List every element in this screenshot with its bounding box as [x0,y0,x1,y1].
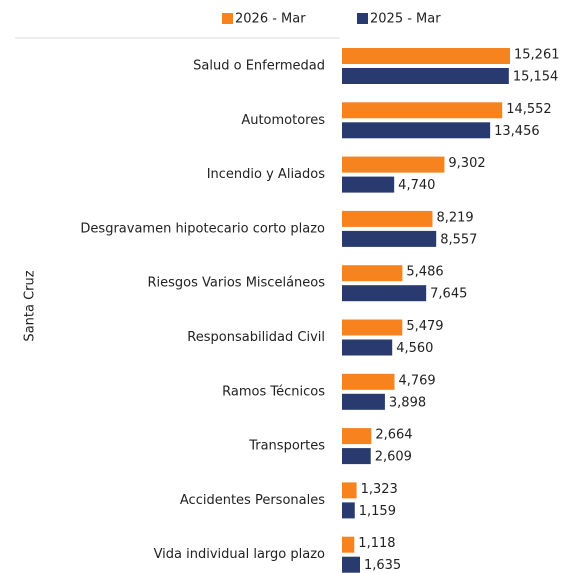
legend-swatch [357,13,368,24]
bar [342,536,355,553]
value-label: 8,557 [440,232,477,247]
bar [342,176,395,193]
category-label: Riesgos Varios Misceláneos [148,276,326,291]
value-label: 1,323 [361,482,398,497]
bar [342,556,360,573]
category-label: Accidentes Personales [180,493,325,508]
category-label: Salud o Enfermedad [193,59,325,74]
category-label: Vida individual largo plazo [154,547,325,562]
bar [342,156,445,173]
value-label: 14,552 [506,102,552,117]
value-label: 2,609 [375,450,412,465]
value-label: 1,159 [359,504,396,519]
bar [342,102,503,119]
value-label: 4,560 [396,341,433,356]
category-label: Ramos Técnicos [222,384,325,399]
category-label: Responsabilidad Civil [187,330,325,345]
value-label: 8,219 [436,210,473,225]
value-label: 1,118 [358,536,395,551]
value-label: 9,302 [448,156,485,171]
value-label: 15,261 [514,48,560,63]
category-label: Automotores [241,113,325,128]
value-label: 3,898 [389,395,426,410]
value-label: 13,456 [494,124,540,139]
bar [342,373,395,390]
value-label: 4,740 [398,178,435,193]
y-axis-label: Santa Cruz [23,270,38,341]
category-label: Incendio y Aliados [207,167,326,182]
value-label: 1,635 [364,558,401,573]
bar [342,428,372,445]
bar [342,265,403,282]
legend-label: 2025 - Mar [370,12,441,27]
bar [342,48,510,64]
category-label: Transportes [248,439,325,454]
legend-swatch [222,13,233,24]
value-label: 2,664 [375,428,412,443]
category-label: Desgravamen hipotecario corto plazo [80,221,325,236]
bar [342,122,491,139]
bar [342,339,393,356]
legend-label: 2026 - Mar [235,12,306,27]
bar [342,448,371,465]
bar [342,482,357,499]
bar [342,68,509,84]
bar [342,210,433,227]
value-label: 7,645 [430,287,467,302]
bar [342,319,403,336]
bar [342,285,427,302]
value-label: 5,486 [406,265,443,280]
value-label: 15,154 [513,70,559,85]
bar [342,230,437,247]
value-label: 5,479 [406,319,443,334]
bar [342,393,385,410]
bar [342,502,355,519]
value-label: 4,769 [398,373,435,388]
